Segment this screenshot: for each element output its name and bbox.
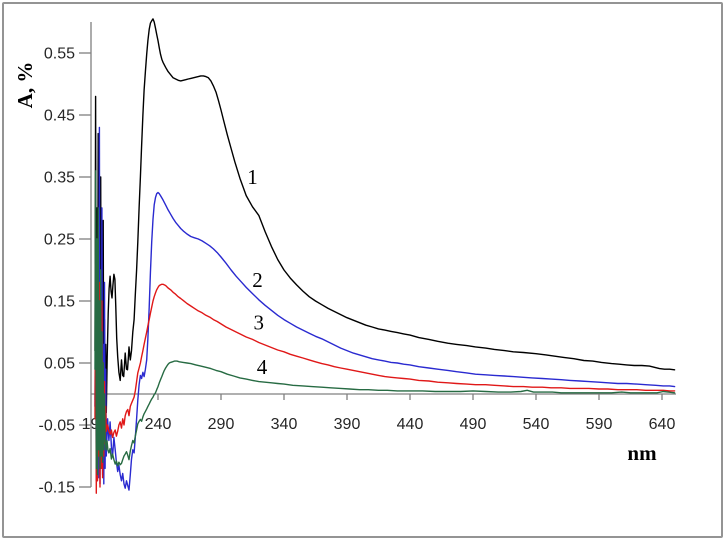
y-axis-title: A, % xyxy=(13,62,37,109)
curve-label-4: 4 xyxy=(257,355,268,379)
x-axis-title: nm xyxy=(627,441,657,465)
y-tick-label: -0.05 xyxy=(39,418,76,435)
series-lines xyxy=(94,18,676,494)
x-tick-label: 340 xyxy=(271,416,298,433)
y-tick-label: 0.55 xyxy=(44,46,75,63)
y-tick-label: 0.25 xyxy=(44,232,75,249)
curve-number-labels: 1 2 3 4 xyxy=(247,165,267,379)
series-line-3 xyxy=(94,241,676,494)
y-tick-label: 0.45 xyxy=(44,108,75,125)
curve-label-2: 2 xyxy=(252,268,263,292)
curve-label-3: 3 xyxy=(254,311,265,335)
x-tick-label: 640 xyxy=(649,416,676,433)
y-tick-label: 0.35 xyxy=(44,170,75,187)
x-tick-label: 240 xyxy=(145,416,172,433)
x-tick-label: 390 xyxy=(334,416,361,433)
x-tick-label: 540 xyxy=(523,416,550,433)
y-tick-label: 0.15 xyxy=(44,294,75,311)
x-tick-label: 290 xyxy=(208,416,235,433)
curve-label-1: 1 xyxy=(247,165,258,189)
y-tick-label: -0.15 xyxy=(39,480,76,497)
series-line-1 xyxy=(94,18,676,466)
series-line-4 xyxy=(94,170,676,476)
x-tick-label: 440 xyxy=(397,416,424,433)
y-tick-label: 0.05 xyxy=(44,356,75,373)
series-line-2 xyxy=(94,126,676,491)
x-tick-label: 590 xyxy=(586,416,613,433)
x-tick-label: 490 xyxy=(460,416,487,433)
